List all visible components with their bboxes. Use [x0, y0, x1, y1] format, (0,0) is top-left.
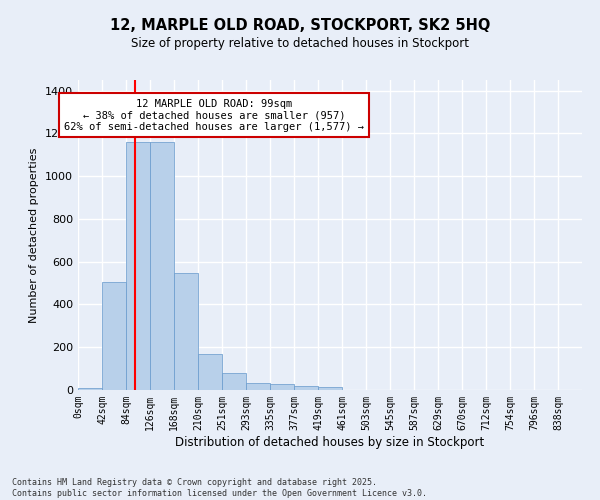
Bar: [174, 274, 198, 390]
Text: Contains HM Land Registry data © Crown copyright and database right 2025.
Contai: Contains HM Land Registry data © Crown c…: [12, 478, 427, 498]
Bar: [222, 373, 246, 390]
Bar: [102, 282, 126, 390]
Bar: [318, 388, 342, 390]
Bar: [270, 384, 294, 390]
Bar: [246, 382, 270, 390]
Bar: [294, 386, 318, 390]
Text: 12 MARPLE OLD ROAD: 99sqm
← 38% of detached houses are smaller (957)
62% of semi: 12 MARPLE OLD ROAD: 99sqm ← 38% of detac…: [64, 98, 364, 132]
X-axis label: Distribution of detached houses by size in Stockport: Distribution of detached houses by size …: [175, 436, 485, 448]
Bar: [198, 354, 222, 390]
Bar: [126, 142, 150, 390]
Bar: [78, 388, 102, 390]
Text: Size of property relative to detached houses in Stockport: Size of property relative to detached ho…: [131, 38, 469, 51]
Y-axis label: Number of detached properties: Number of detached properties: [29, 148, 40, 322]
Text: 12, MARPLE OLD ROAD, STOCKPORT, SK2 5HQ: 12, MARPLE OLD ROAD, STOCKPORT, SK2 5HQ: [110, 18, 490, 32]
Bar: [150, 142, 174, 390]
